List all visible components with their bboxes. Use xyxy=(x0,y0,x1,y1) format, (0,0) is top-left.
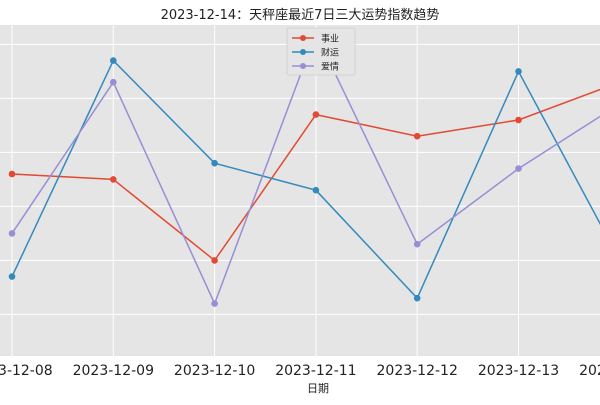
data-point xyxy=(413,294,421,302)
data-point xyxy=(211,159,218,167)
legend-label: 财运 xyxy=(321,47,339,59)
legend-label: 爱情 xyxy=(321,61,339,73)
data-point xyxy=(515,68,522,75)
data-point xyxy=(8,170,16,178)
x-tick-label: 2023-12-12 xyxy=(377,363,458,379)
legend-swatch-marker xyxy=(300,63,306,69)
data-point xyxy=(8,230,16,237)
data-point xyxy=(413,240,421,248)
legend-swatch-marker xyxy=(300,49,306,55)
data-point xyxy=(211,300,218,307)
x-tick-label: 2023-12-14 xyxy=(579,363,600,379)
legend-label: 事业 xyxy=(321,33,339,45)
legend-swatch-marker xyxy=(300,35,306,41)
data-point xyxy=(515,165,522,172)
x-tick-labels: 2023-12-08 2023-12-09 2023-12-10 2023-12-11… xyxy=(0,363,600,379)
plot-background xyxy=(0,25,600,356)
data-point xyxy=(110,78,117,86)
grid-lines xyxy=(0,25,600,356)
data-point xyxy=(312,111,320,118)
x-tick-label: 2023-12-10 xyxy=(174,363,255,379)
data-point xyxy=(110,57,117,64)
data-point xyxy=(110,176,117,183)
data-point xyxy=(413,132,421,140)
x-tick-label: 2023-12-09 xyxy=(73,363,154,379)
chart-title: 2023-12-14：天秤座最近7日三大运势指数趋势 xyxy=(161,7,440,23)
data-point xyxy=(312,186,320,194)
x-tick-label: 2023-12-08 xyxy=(0,363,53,379)
data-point xyxy=(8,273,16,280)
x-axis-label: 日期 xyxy=(307,382,329,395)
data-point xyxy=(211,257,218,264)
data-point xyxy=(515,116,522,124)
x-tick-label: 2023-12-13 xyxy=(478,363,559,379)
x-tick-label: 2023-12-11 xyxy=(275,363,356,379)
